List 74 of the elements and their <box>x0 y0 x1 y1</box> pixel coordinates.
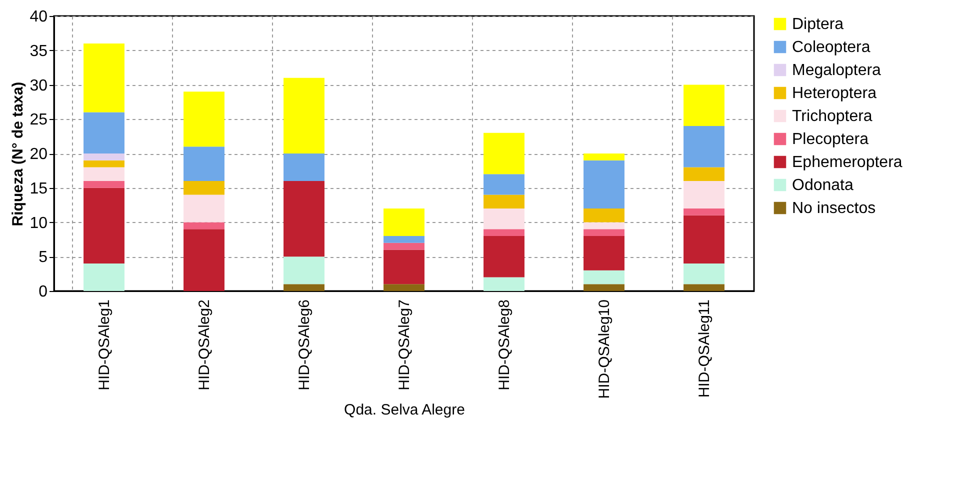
bar <box>284 181 324 257</box>
bar <box>684 284 724 291</box>
y-tick-label: 0 <box>38 284 48 300</box>
bar <box>284 256 324 284</box>
bar <box>284 78 324 154</box>
bar <box>584 236 624 270</box>
bar <box>84 167 124 181</box>
bar <box>584 270 624 284</box>
bar <box>284 284 324 291</box>
bar <box>484 174 524 195</box>
bar <box>384 236 424 243</box>
x-tick-label: HID-QSAleg7 <box>396 300 413 390</box>
bar <box>484 194 524 208</box>
x-tick-label: HID-QSAleg8 <box>496 300 513 390</box>
legend-label: Plecoptera <box>792 131 869 148</box>
bar <box>84 181 124 188</box>
bar <box>684 167 724 181</box>
bar <box>84 264 124 291</box>
bar <box>584 222 624 230</box>
bar <box>84 44 124 112</box>
bar <box>384 242 424 250</box>
bar <box>184 229 224 291</box>
bar <box>584 229 624 236</box>
legend-label: Coleoptera <box>792 39 870 56</box>
bar <box>684 208 724 216</box>
y-tick-label: 15 <box>30 180 48 198</box>
bar <box>684 84 724 126</box>
bar <box>484 229 524 236</box>
bar <box>584 160 624 208</box>
x-tick-label: HID-QSAleg6 <box>296 300 313 390</box>
bar <box>84 188 124 264</box>
legend-label: Trichoptera <box>792 108 872 125</box>
bar <box>384 208 424 236</box>
y-tick-label: 30 <box>30 77 48 94</box>
bar <box>84 112 124 154</box>
bar <box>584 284 624 291</box>
bar <box>484 208 524 230</box>
bar <box>584 208 624 222</box>
x-tick-label: HID-QSAleg10 <box>596 300 613 399</box>
y-tick-label: 10 <box>30 214 48 232</box>
bar <box>484 132 524 174</box>
bar <box>684 181 724 208</box>
legend-label: Ephemeroptera <box>792 154 902 171</box>
y-axis-title: Riqueza (N° de taxa) <box>10 82 27 226</box>
bar <box>684 264 724 284</box>
y-tick-label: 40 <box>30 8 48 26</box>
x-tick-label: HID-QSAleg1 <box>96 300 113 390</box>
y-tick-label: 35 <box>30 42 48 60</box>
bar <box>384 250 424 284</box>
legend-label: Megaloptera <box>792 62 882 79</box>
bar <box>184 181 224 195</box>
bar <box>84 154 124 160</box>
x-tick-label: HID-QSAleg11 <box>696 300 713 398</box>
bar <box>184 92 224 147</box>
bar <box>484 277 524 291</box>
bar <box>284 154 324 181</box>
bar <box>184 222 224 230</box>
legend-label: Heteroptera <box>792 85 877 102</box>
legend-label: Odonata <box>792 177 854 194</box>
bar <box>584 154 624 160</box>
bar <box>184 146 224 181</box>
bar <box>84 160 124 168</box>
y-tick-label: 20 <box>30 146 48 163</box>
x-axis-title: Qda. Selva Alegre <box>344 402 465 419</box>
bar <box>484 236 524 278</box>
y-tick-label: 25 <box>30 112 48 129</box>
x-tick-label: HID-QSAleg2 <box>196 300 213 390</box>
bar <box>184 194 224 222</box>
y-tick-label: 5 <box>38 249 48 266</box>
bar <box>384 284 424 291</box>
legend-label: No insectos <box>792 200 876 217</box>
bar <box>684 126 724 168</box>
bar <box>684 215 724 264</box>
legend-label: Diptera <box>792 16 844 33</box>
